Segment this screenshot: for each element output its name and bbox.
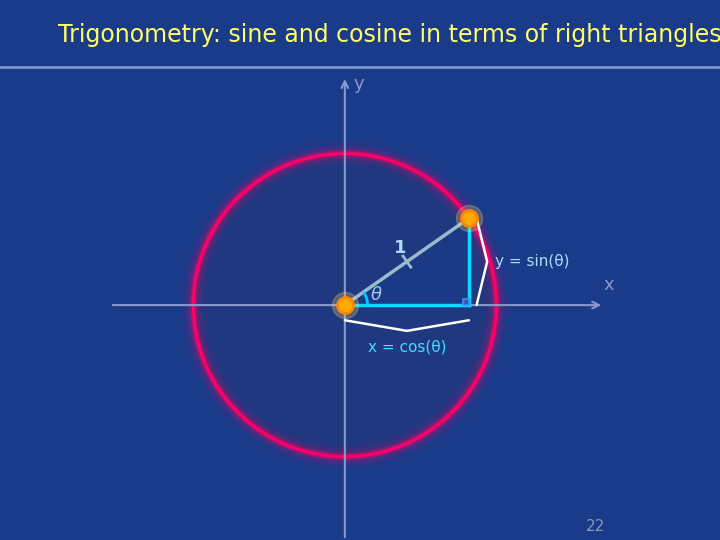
Polygon shape [463,299,469,305]
Point [339,301,351,309]
Text: θ: θ [370,286,382,304]
Text: x: x [603,276,614,294]
Text: 22: 22 [586,519,606,534]
Circle shape [193,153,496,457]
Text: y: y [354,75,364,93]
Text: Trigonometry: sine and cosine in terms of right triangles: Trigonometry: sine and cosine in terms o… [58,23,720,47]
Point [463,214,474,222]
Polygon shape [345,218,469,305]
Text: y = sin(θ): y = sin(θ) [495,254,570,269]
Text: x = cos(θ): x = cos(θ) [368,340,446,355]
Text: 1: 1 [394,239,406,256]
Point [339,301,351,309]
Point [463,214,474,222]
